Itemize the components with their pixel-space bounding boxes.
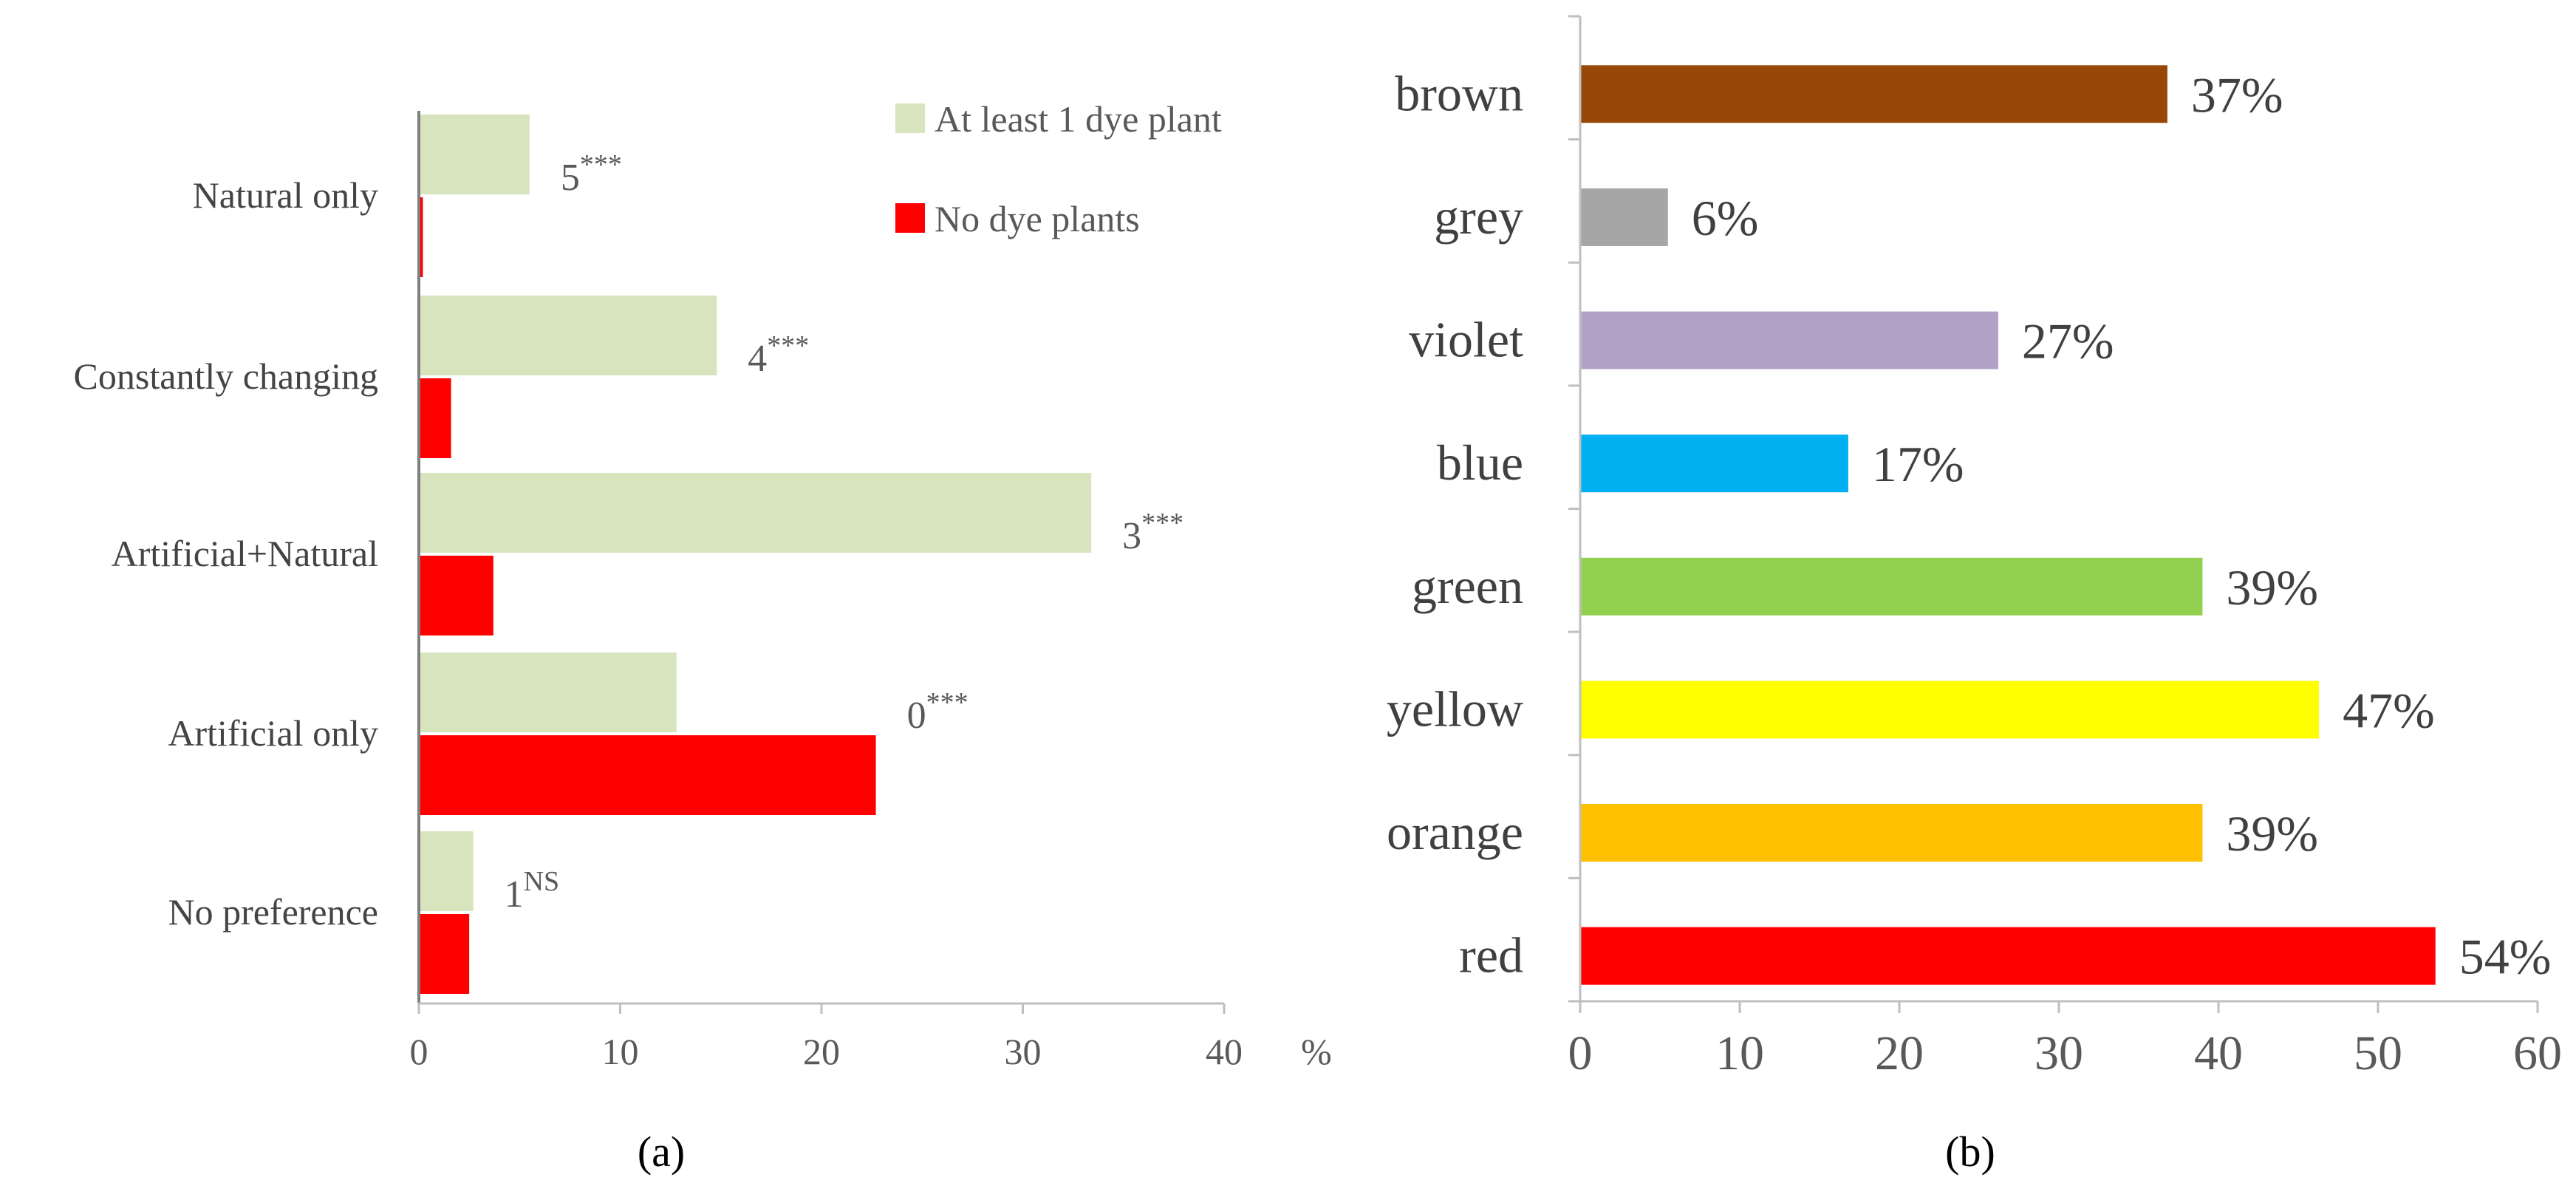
panel-a-bar-dye-plant (419, 831, 474, 911)
panel-a-x-tick-label: 10 (602, 1031, 639, 1072)
panel-a-annotation-sup: NS (524, 866, 560, 897)
panel-b-value-label: 54% (2459, 929, 2552, 985)
panel-a-bar-no-dye-plant (419, 556, 493, 635)
panel-a-legend-swatch (895, 103, 925, 133)
panel-b-category-label: blue (1437, 434, 1523, 491)
panel-b-x-tick-label: 10 (1715, 1026, 1764, 1080)
panel-a-annotation-sup: *** (1141, 508, 1183, 539)
panel-b-category-label: violet (1409, 312, 1523, 368)
panel-b-bar-red (1580, 927, 2436, 985)
panel-a-annotation-main: 1 (505, 873, 524, 916)
panel-b-category-label: green (1412, 558, 1523, 614)
panel-a-chart: Natural only Constantly changing Artificia… (74, 98, 1332, 1176)
panel-a-category-label: No preference (168, 891, 378, 933)
panel-a-x-tick-label: 20 (803, 1031, 840, 1072)
panel-a-label: (a) (638, 1128, 685, 1176)
panel-a-bar-no-dye-plant (419, 735, 876, 815)
panel-b-x-tick-label: 30 (2035, 1026, 2083, 1080)
panel-a-annotation-sup: *** (767, 330, 809, 361)
panel-b-value-label: 37% (2191, 67, 2283, 123)
panel-a-annotation-main: 4 (748, 338, 767, 380)
panel-a-annotation-sup: *** (580, 149, 622, 180)
panel-a-annotation-main: 0 (907, 695, 926, 737)
panel-a-x-tick-label: 40 (1206, 1031, 1243, 1072)
panel-a-legend-label: No dye plants (935, 198, 1140, 239)
panel-a-bar-dye-plant (419, 473, 1092, 553)
panel-a-annotation: 5*** (561, 149, 622, 199)
panel-b-value-label: 39% (2226, 805, 2318, 862)
panel-b-bar-orange (1580, 804, 2203, 862)
panel-b-value-label: 47% (2343, 682, 2435, 738)
panel-b-bar-brown (1580, 65, 2167, 123)
panel-a-x-tick-label: 30 (1005, 1031, 1042, 1072)
panel-a-bar-no-dye-plant (419, 914, 470, 994)
panel-a-bar-dye-plant (419, 115, 530, 194)
panel-b-x-tick-label: 40 (2194, 1026, 2243, 1080)
panel-b-x-tick-label: 50 (2354, 1026, 2402, 1080)
panel-b-chart: brown 37% grey 6% violet 27% blue 17% green 39% ye… (1387, 15, 2562, 1176)
panel-b-category-label: brown (1395, 65, 1523, 121)
panel-a-annotation: 4*** (748, 330, 809, 380)
panel-a-annotation: 0*** (907, 687, 968, 737)
panel-b-bar-blue (1580, 434, 1848, 493)
panel-b-value-label: 39% (2226, 559, 2318, 616)
panel-a-x-axis-label: % (1301, 1031, 1332, 1072)
panel-a-category-label: Artificial only (168, 712, 378, 754)
panel-a-annotation-sup: *** (926, 687, 968, 718)
panel-a-bar-no-dye-plant (419, 378, 451, 458)
panel-a-annotation: 3*** (1122, 508, 1183, 557)
panel-a-category-label: Natural only (193, 174, 378, 216)
panel-a-category-label: Artificial+Natural (112, 533, 378, 574)
panel-b-bar-yellow (1580, 681, 2320, 739)
panel-a-category-label: Constantly changing (74, 355, 378, 397)
panel-b-bar-violet (1580, 311, 1998, 369)
panel-a-annotation-main: 5 (561, 157, 580, 199)
panel-b-category-label: red (1459, 927, 1523, 984)
panel-b-bar-grey (1580, 188, 1668, 246)
panel-b-category-label: orange (1387, 804, 1523, 860)
panel-a-bar-dye-plant (419, 296, 717, 375)
panel-b-bar-green (1580, 557, 2203, 616)
panel-b-value-label: 27% (2022, 313, 2114, 369)
panel-a-legend-label: At least 1 dye plant (935, 98, 1222, 140)
panel-a-legend-swatch (895, 203, 925, 233)
panel-a-bar-no-dye-plant (419, 197, 423, 277)
panel-a-annotation: 1NS (505, 866, 560, 916)
panel-a-bar-dye-plant (419, 652, 677, 732)
panel-b-x-tick-label: 20 (1875, 1026, 1924, 1080)
panel-a-annotation-main: 3 (1122, 515, 1141, 557)
panel-b-x-tick-label: 0 (1568, 1026, 1593, 1080)
panel-b-value-label: 6% (1692, 190, 1759, 246)
panel-b-x-tick-label: 60 (2513, 1026, 2562, 1080)
panel-a-x-tick-label: 0 (410, 1031, 428, 1072)
panel-a-legend: At least 1 dye plant No dye plants (895, 98, 1222, 239)
panel-b-category-label: grey (1434, 188, 1523, 245)
panel-b-category-label: yellow (1387, 681, 1523, 737)
panel-b-value-label: 17% (1872, 436, 1964, 492)
panel-b-label: (b) (1945, 1128, 1995, 1176)
